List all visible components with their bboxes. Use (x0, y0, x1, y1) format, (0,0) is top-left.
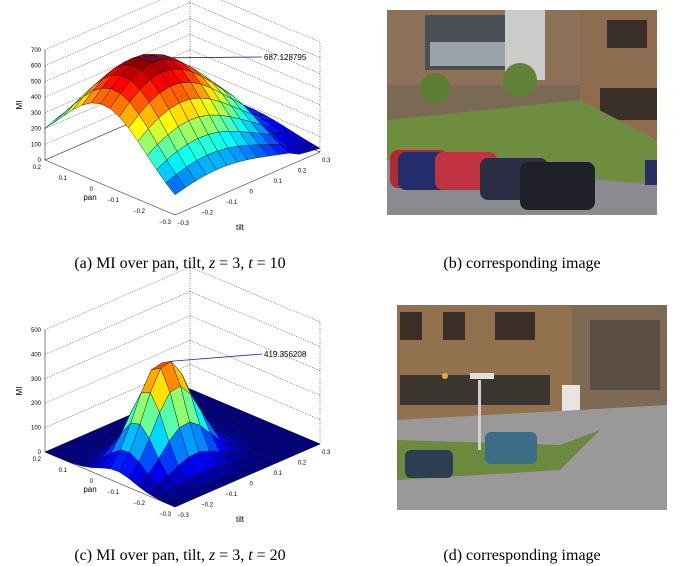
pan-tick-label: −0.2 (133, 501, 146, 507)
tilt-tick-label: 0 (250, 482, 254, 488)
tilt-tick-label: −0.3 (177, 513, 190, 519)
tilt-tick-label: 0.2 (298, 169, 307, 175)
grid-line (190, 18, 320, 73)
peak-label: 419.356208 (264, 350, 307, 359)
tilt-tick-label: −0.2 (201, 211, 214, 217)
caption-part: = 3, (215, 547, 248, 564)
pan-tick-label: 0.2 (33, 165, 42, 171)
z-tick-label: 0 (38, 158, 42, 164)
pan-tick-label: −0.3 (159, 220, 172, 226)
tilt-tick-label: −0.1 (225, 200, 238, 206)
z-tick-label: 300 (31, 111, 42, 117)
surface-facet (45, 112, 65, 128)
caption-part: (c) MI over pan, tilt, (74, 547, 209, 564)
pan-tick-label: 0.2 (33, 457, 42, 463)
photo-d (397, 305, 667, 510)
z-axis-label: MI (15, 387, 24, 396)
pan-tick-label: 0.1 (59, 176, 68, 182)
tilt-axis-label: tilt (236, 223, 245, 232)
z-tick-label: 400 (31, 95, 42, 101)
tilt-tick-label: 0.1 (274, 471, 283, 477)
grid-line (190, 3, 320, 58)
surface-facet (64, 97, 84, 116)
surface-facet (54, 104, 74, 122)
z-tick-label: 500 (31, 79, 42, 85)
z-tick-label: 700 (31, 48, 42, 54)
tilt-axis-label: tilt (236, 515, 245, 524)
pan-tick-label: −0.2 (133, 209, 146, 215)
z-tick-label: 400 (31, 352, 42, 358)
caption-part: = 20 (253, 547, 286, 564)
tilt-tick-label: 0.3 (322, 450, 331, 456)
tilt-tick-label: 0.3 (322, 158, 331, 164)
grid-line (190, 267, 320, 322)
tilt-tick-label: 0 (250, 190, 254, 196)
z-tick-label: 600 (31, 64, 42, 70)
pan-tick-label: −0.1 (107, 490, 120, 496)
grid-line (190, 0, 320, 42)
z-tick-label: 200 (31, 127, 42, 133)
image-caption: (d) corresponding image (443, 547, 600, 564)
z-tick-label: 0 (38, 450, 42, 456)
image-caption: (b) corresponding image (443, 255, 600, 272)
tilt-tick-label: 0.1 (274, 179, 283, 185)
z-tick-label: 300 (31, 377, 42, 383)
peak-pointer (171, 354, 262, 361)
pan-tick-label: −0.3 (159, 512, 172, 518)
pan-axis-label: pan (83, 485, 96, 494)
peak-label: 687.128795 (264, 53, 307, 62)
mi-surface-plot: 0 100 200 300 400 500 MI 0.2 0.1 0 −0.1 −0.2 −0.3 −0.… (15, 267, 331, 524)
grid-line (190, 291, 320, 346)
pan-tick-label: −0.1 (107, 198, 120, 204)
tilt-tick-label: −0.3 (177, 221, 190, 227)
z-tick-label: 200 (31, 401, 42, 407)
figure-page: 0 100 200 300 400 500 600 700 MI 0.2 0.1 0 −0.1 −0.2 −… (0, 0, 683, 566)
grid-line (190, 340, 320, 395)
caption-part: = 3, (215, 255, 248, 272)
grid-line (45, 291, 190, 354)
z-axis-label: MI (15, 101, 24, 110)
tilt-tick-label: −0.2 (201, 503, 214, 509)
photo-b (387, 10, 657, 215)
tilt-tick-label: 0.2 (298, 461, 307, 467)
tilt-tick-label: −0.1 (225, 492, 238, 498)
plot-caption: (c) MI over pan, tilt, z = 3, t = 20 (74, 547, 285, 564)
z-tick-label: 100 (31, 142, 42, 148)
z-tick-label: 500 (31, 328, 42, 334)
grid-line (45, 0, 190, 50)
pan-axis-label: pan (83, 193, 96, 202)
pan-tick-label: 0.1 (59, 468, 68, 474)
mi-surface-plot: 0 100 200 300 400 500 600 700 MI 0.2 0.1 0 −0.1 −0.2 −… (15, 0, 331, 232)
grid-line (190, 316, 320, 371)
z-tick-label: 100 (31, 426, 42, 432)
caption-part: = 10 (253, 255, 286, 272)
grid-line (45, 267, 190, 330)
plot-caption: (a) MI over pan, tilt, z = 3, t = 10 (74, 255, 285, 272)
caption-part: (a) MI over pan, tilt, (74, 255, 209, 272)
